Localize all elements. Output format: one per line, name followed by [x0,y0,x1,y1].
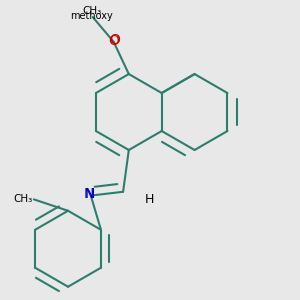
Text: O: O [109,33,120,47]
Text: N: N [84,187,94,201]
Text: CH₃: CH₃ [13,194,32,204]
Text: H: H [145,193,154,206]
Text: methoxy: methoxy [70,11,112,21]
Text: CH₃: CH₃ [82,6,101,16]
Text: N: N [85,187,95,201]
Text: O: O [109,34,119,48]
